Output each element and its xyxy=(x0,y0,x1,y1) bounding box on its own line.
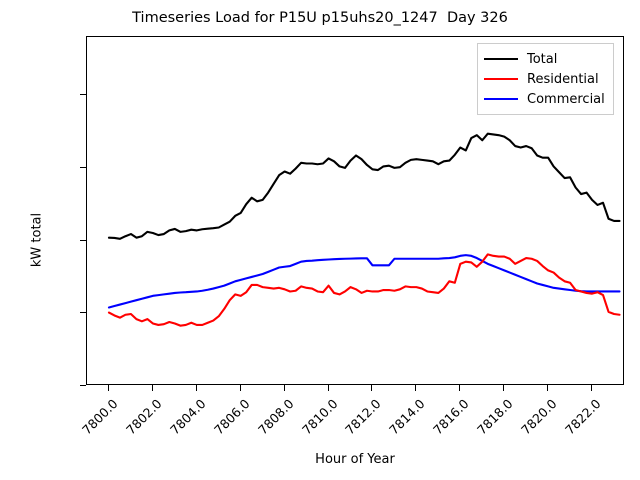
y-tick-mark xyxy=(80,385,86,386)
x-tick-mark xyxy=(283,385,285,391)
x-tick-label: 7804.0 xyxy=(166,396,209,438)
x-tick-mark xyxy=(151,385,153,391)
plot-area xyxy=(86,36,624,385)
y-tick-mark xyxy=(80,312,86,314)
x-tick-label: 7800.0 xyxy=(79,396,121,438)
x-tick-mark xyxy=(415,385,417,391)
line-total xyxy=(107,132,621,240)
x-tick-label: 7802.0 xyxy=(122,396,165,438)
y-tick-mark xyxy=(80,239,86,241)
legend-label: Total xyxy=(527,51,558,67)
series-canvas xyxy=(107,132,621,327)
legend-label: Commercial xyxy=(527,91,605,107)
x-tick-label: 7818.0 xyxy=(474,396,516,438)
x-tick-mark xyxy=(459,385,461,391)
x-tick-mark xyxy=(371,385,373,391)
legend-swatch-residential xyxy=(484,78,518,80)
x-tick-label: 7808.0 xyxy=(254,396,297,438)
x-tick-label: 7816.0 xyxy=(430,396,472,438)
legend-label: Residential xyxy=(527,71,599,87)
line-commercial xyxy=(107,254,621,309)
x-tick-mark xyxy=(107,385,109,391)
legend-swatch-total xyxy=(484,58,518,60)
x-tick-mark xyxy=(547,385,549,391)
x-tick-mark xyxy=(503,385,505,391)
x-tick-label: 7820.0 xyxy=(518,396,560,438)
x-tick-label: 7814.0 xyxy=(386,396,428,438)
y-axis-label: kW total xyxy=(29,212,45,268)
legend-item-total: Total xyxy=(484,49,605,69)
x-tick-label: 7812.0 xyxy=(342,396,385,438)
line-residential xyxy=(107,253,621,327)
y-tick-mark xyxy=(80,166,86,168)
x-tick-label: 7822.0 xyxy=(562,396,604,438)
x-tick-label: 7810.0 xyxy=(298,396,341,438)
legend-swatch-commercial xyxy=(484,98,518,100)
x-tick-mark xyxy=(327,385,329,391)
x-tick-mark xyxy=(239,385,241,391)
chart-title: Timeseries Load for P15U p15uhs20_1247 D… xyxy=(132,10,508,26)
x-axis-label: Hour of Year xyxy=(315,452,395,467)
chart-legend: Total Residential Commercial xyxy=(477,43,614,115)
x-tick-mark xyxy=(591,385,593,391)
y-tick-mark xyxy=(80,94,86,96)
x-tick-mark xyxy=(195,385,197,391)
x-tick-label: 7806.0 xyxy=(210,396,253,438)
legend-item-residential: Residential xyxy=(484,69,605,89)
legend-item-commercial: Commercial xyxy=(484,89,605,109)
